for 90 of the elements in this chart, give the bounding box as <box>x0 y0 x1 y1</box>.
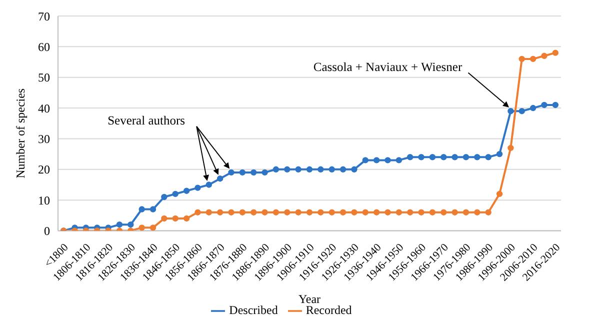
point <box>228 209 234 216</box>
point <box>295 166 302 172</box>
y-tick-label: 40 <box>38 101 50 116</box>
point <box>161 215 168 222</box>
point <box>340 166 346 172</box>
point <box>429 209 436 216</box>
point <box>552 102 559 108</box>
point <box>216 175 224 182</box>
point <box>284 166 290 172</box>
point <box>172 215 178 222</box>
point <box>351 166 358 172</box>
point <box>194 209 201 216</box>
point <box>373 157 380 164</box>
point <box>172 190 178 198</box>
point <box>508 144 514 152</box>
point <box>362 209 368 216</box>
point <box>474 154 480 160</box>
point <box>150 206 156 212</box>
point <box>150 224 156 231</box>
point <box>306 209 313 216</box>
point <box>530 56 536 62</box>
y-tick-label: 30 <box>38 132 50 146</box>
point <box>407 209 414 216</box>
y-tick-label: 50 <box>38 70 50 85</box>
point <box>250 209 257 216</box>
point <box>328 209 335 216</box>
point <box>250 169 257 176</box>
point <box>418 154 424 160</box>
point <box>239 209 246 216</box>
point <box>295 209 302 216</box>
point <box>194 184 201 191</box>
point <box>452 209 458 216</box>
y-tick-label: 20 <box>38 162 50 177</box>
point <box>541 102 548 108</box>
point <box>518 108 525 114</box>
point <box>452 154 458 160</box>
legend-label: Described <box>229 302 278 317</box>
point <box>474 209 480 216</box>
point <box>183 215 190 222</box>
point <box>206 182 212 188</box>
y-tick-label: 60 <box>38 40 50 54</box>
point <box>262 169 268 176</box>
point <box>128 222 134 228</box>
point <box>552 50 559 56</box>
point <box>340 209 346 216</box>
point <box>262 209 268 216</box>
point <box>485 154 492 160</box>
point <box>418 209 424 216</box>
y-tick-label: 0 <box>44 224 50 238</box>
point <box>396 209 402 216</box>
point <box>384 209 391 216</box>
point <box>440 209 447 216</box>
point <box>138 224 145 231</box>
point <box>138 206 145 212</box>
point <box>485 209 492 216</box>
point <box>362 157 368 164</box>
point <box>206 209 212 216</box>
point <box>239 169 246 176</box>
point <box>318 166 324 172</box>
point <box>183 188 190 194</box>
point <box>373 209 380 216</box>
point <box>272 209 280 216</box>
point <box>284 209 290 216</box>
point <box>429 154 436 160</box>
y-tick-label: 70 <box>38 9 50 24</box>
point <box>541 52 548 59</box>
y-tick-label: 10 <box>38 193 50 208</box>
point <box>440 154 447 160</box>
point <box>228 169 234 176</box>
point <box>462 154 470 160</box>
annotation: Cassola + Naviaux + Wiesner <box>313 60 463 74</box>
point <box>496 150 503 158</box>
point <box>396 157 402 164</box>
point <box>328 166 335 172</box>
point <box>530 104 536 112</box>
point <box>318 209 324 216</box>
point <box>462 209 470 216</box>
annotation: Several authors <box>108 114 186 128</box>
point <box>216 209 224 216</box>
point <box>351 209 358 216</box>
point <box>272 166 280 172</box>
point <box>518 56 525 62</box>
point <box>306 166 313 172</box>
point <box>508 108 514 114</box>
point <box>407 154 414 160</box>
point <box>116 222 123 228</box>
point <box>496 190 503 198</box>
point <box>384 157 391 164</box>
point <box>161 194 168 200</box>
y-axis-title: Number of species <box>13 88 28 178</box>
